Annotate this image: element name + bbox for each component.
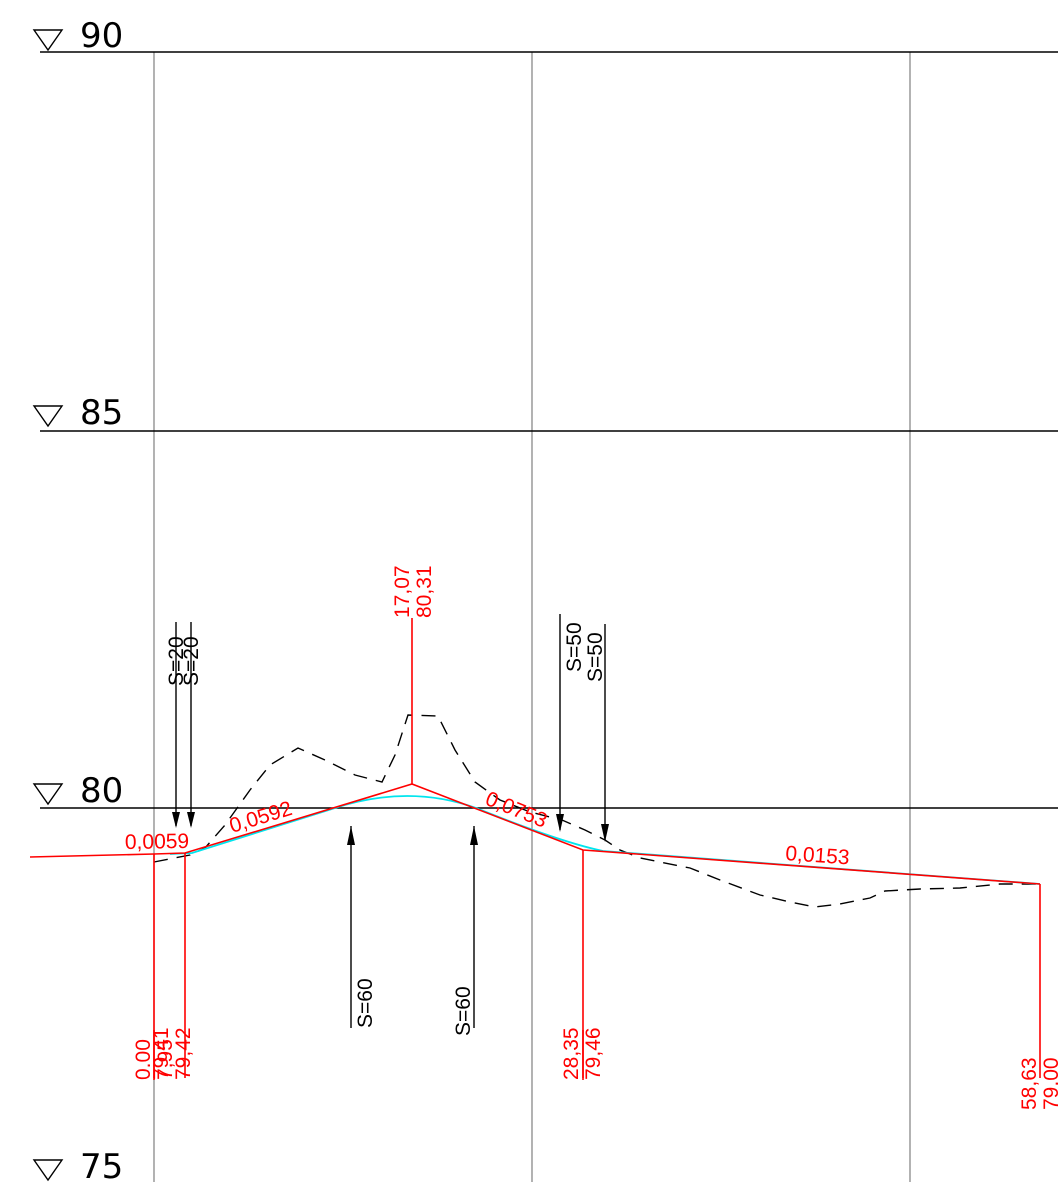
- level-label: 75: [80, 1147, 123, 1182]
- grade-label-4: 0,0153: [785, 842, 851, 869]
- station-value: 58,63: [1018, 1057, 1041, 1110]
- station-value: 28,35: [560, 1027, 583, 1080]
- station-label-0: 0.00 79,41: [132, 1027, 173, 1080]
- station-label-crest: 17,07 80,31: [391, 565, 436, 618]
- station-value: 17,07: [391, 565, 414, 618]
- curve-length: S=50: [563, 622, 586, 672]
- level-marker-80: 80: [32, 771, 123, 811]
- existing-ground-line: [153, 714, 1040, 908]
- arrow-down-icon: [556, 814, 564, 832]
- arrow-down-icon: [172, 812, 180, 828]
- arrow-down-icon: [601, 824, 609, 842]
- triangle-down-icon: [32, 1159, 64, 1182]
- grade-label-1: 0,0059: [125, 830, 190, 854]
- elevation-value: 79,00: [1040, 1057, 1058, 1110]
- grade-label-3: 0,0753: [482, 787, 550, 832]
- design-grade-line: [29, 783, 1041, 885]
- station-label-3: 28,35 79,46: [560, 1027, 605, 1080]
- level-label: 90: [80, 16, 123, 56]
- station-value: 0.00: [132, 1039, 155, 1080]
- level-label: 85: [80, 393, 123, 433]
- station-value: 7,95: [154, 1039, 177, 1080]
- level-marker-90: 90: [32, 16, 123, 56]
- curve-length: S=60: [354, 978, 377, 1028]
- elevation-value: 79,41: [150, 1027, 173, 1080]
- triangle-down-icon: [32, 783, 64, 806]
- triangle-down-icon: [32, 29, 64, 52]
- elevation-value: 79,42: [172, 1027, 195, 1080]
- curve-length: S=50: [584, 632, 607, 682]
- elevation-value: 80,31: [413, 565, 436, 618]
- triangle-down-icon: [32, 405, 64, 428]
- station-label-4: 58,63 79,00: [1018, 1057, 1058, 1110]
- curve-length: S=60: [452, 986, 475, 1036]
- curve-label-s20: S=20 S=20: [165, 636, 203, 686]
- curve-length: S=20: [180, 636, 203, 686]
- arrow-up-icon: [470, 826, 478, 845]
- level-marker-75: 75: [32, 1147, 123, 1182]
- elevation-value: 79,46: [582, 1027, 605, 1080]
- station-label-1: 7,95 79,42: [154, 1027, 195, 1080]
- curve-length: S=20: [165, 636, 188, 686]
- level-label: 80: [80, 771, 123, 811]
- level-marker-85: 85: [32, 393, 123, 433]
- arrow-up-icon: [347, 826, 355, 845]
- arrow-down-icon: [187, 812, 195, 828]
